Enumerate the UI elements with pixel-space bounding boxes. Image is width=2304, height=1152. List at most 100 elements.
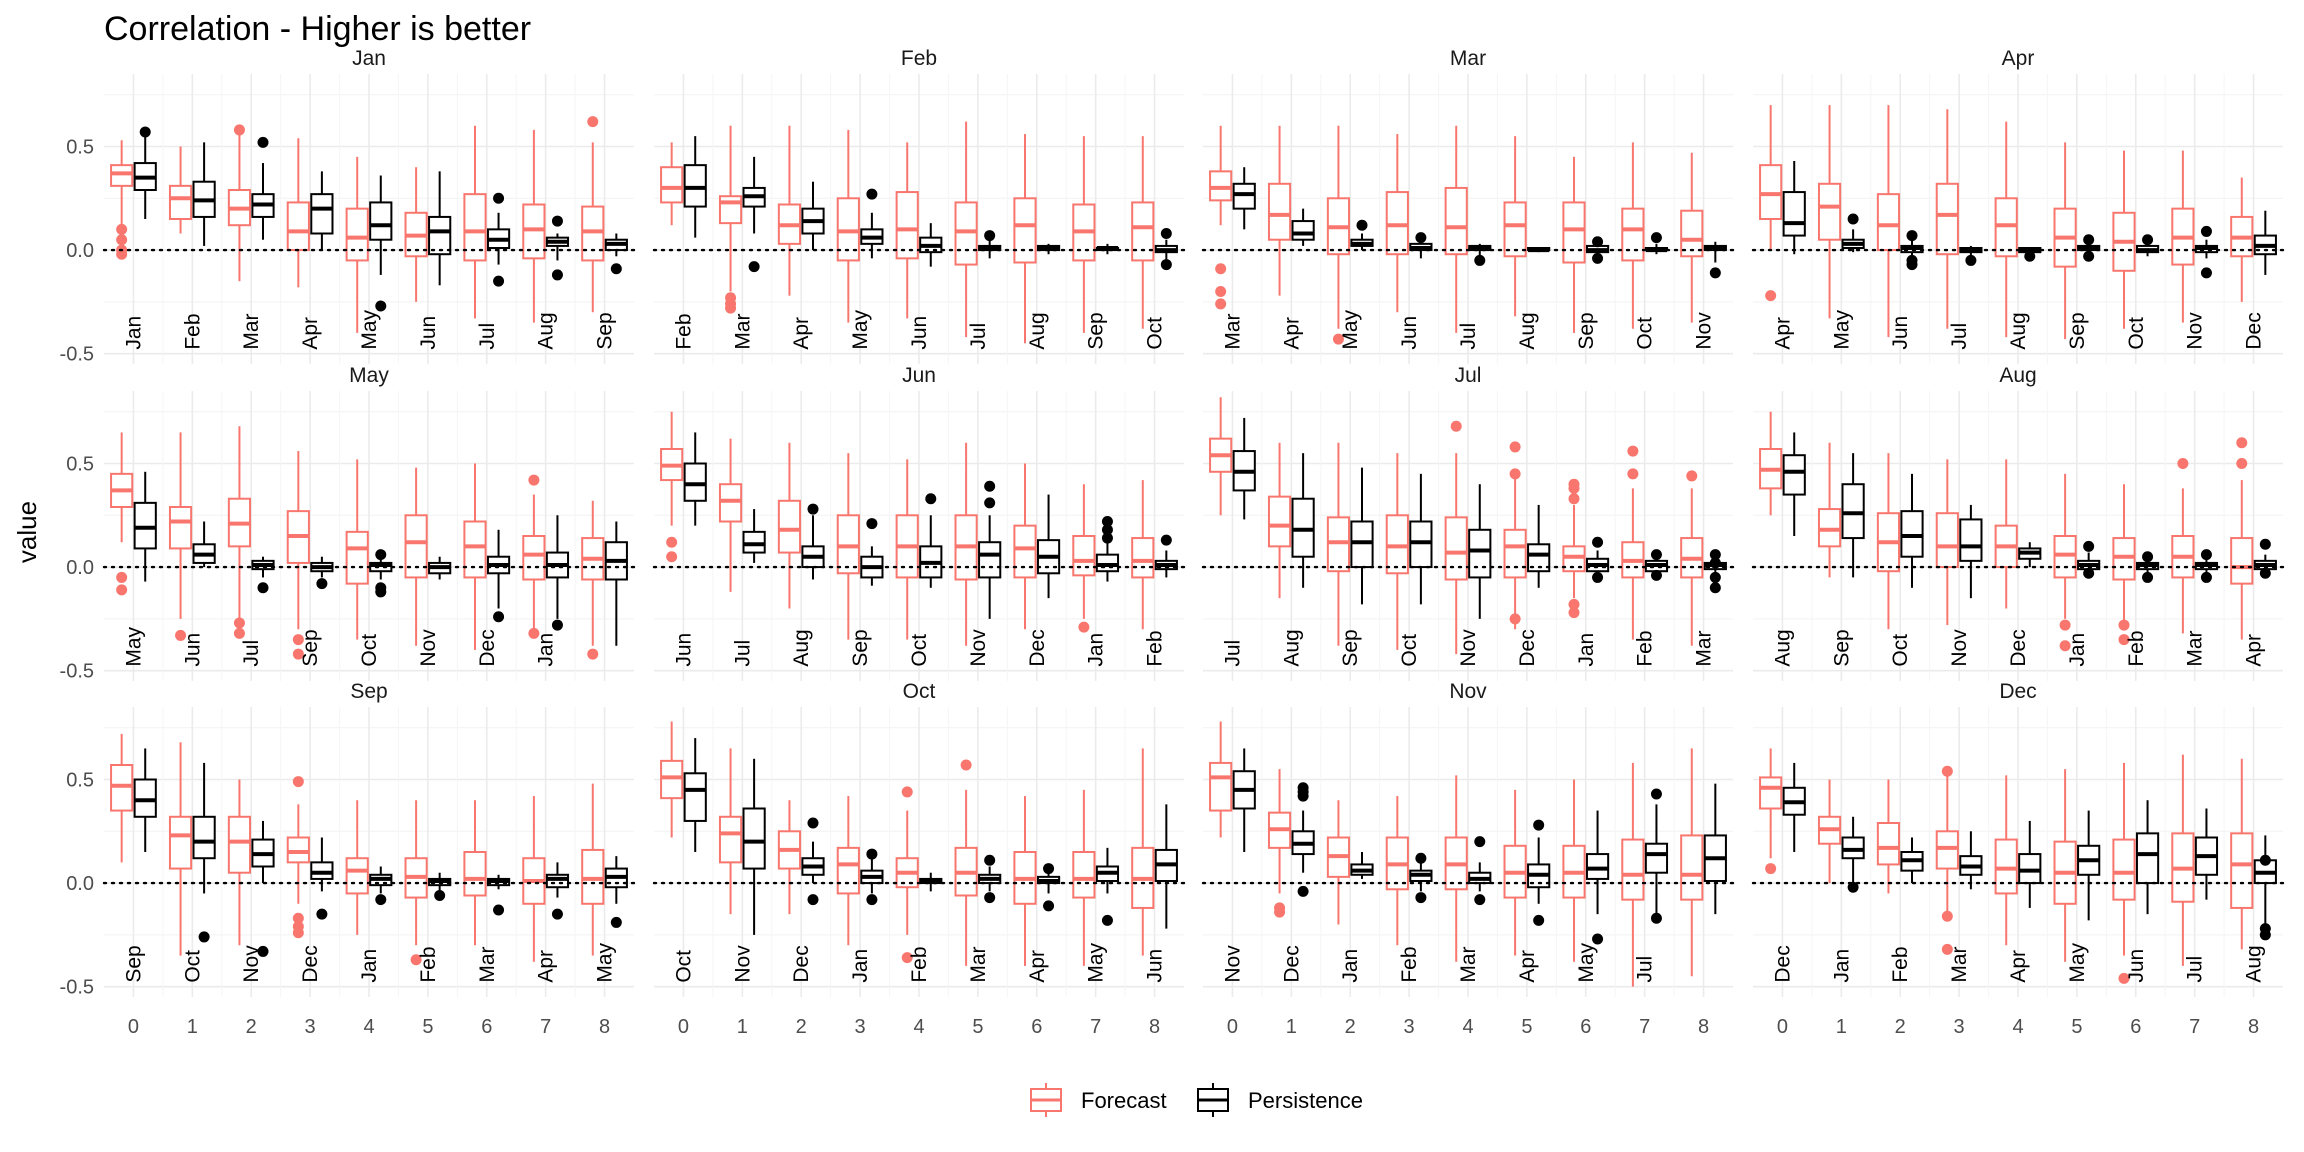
category-label: Oct — [1889, 634, 1912, 667]
persistence-box — [1154, 534, 1178, 578]
x-tick-label: 8 — [599, 1016, 610, 1038]
forecast-box — [404, 800, 428, 966]
forecast-box — [345, 459, 369, 640]
forecast-box — [836, 129, 860, 323]
outlier-point — [1709, 582, 1721, 594]
x-tick-label: 4 — [1462, 1016, 1473, 1038]
persistence-box — [1782, 161, 1806, 255]
forecast-box — [345, 800, 369, 935]
x-tick-label: 3 — [855, 1016, 866, 1038]
box-iqr — [1326, 516, 1351, 573]
panel-jun: Jun Jun Jul Aug Sep Oct Nov Dec Jan Feb — [652, 364, 1186, 681]
x-tick-label: 0 — [678, 1016, 689, 1038]
category-label: Dec — [1516, 629, 1539, 666]
box-iqr — [742, 807, 766, 870]
outlier-point — [1043, 900, 1055, 912]
forecast-box — [1267, 769, 1292, 918]
outlier-point — [2083, 250, 2095, 262]
outlier-point — [1765, 863, 1777, 875]
persistence-box — [742, 156, 766, 273]
outlier-point — [493, 192, 505, 204]
forecast-box — [2053, 769, 2077, 962]
persistence-box — [192, 762, 216, 943]
category-label: Jun — [2125, 949, 2148, 983]
outlier-point — [807, 503, 819, 515]
outlier-point — [1533, 819, 1545, 831]
outlier-point — [1709, 557, 1721, 569]
outlier-point — [1101, 524, 1113, 536]
x-tick-label: 1 — [737, 1016, 748, 1038]
box-iqr — [345, 857, 369, 895]
category-label: Aug — [790, 629, 813, 666]
category-label: Sep — [594, 312, 617, 349]
persistence-box — [1841, 213, 1865, 253]
outlier-point — [610, 263, 622, 275]
persistence-box — [1527, 504, 1551, 588]
box-iqr — [168, 506, 193, 550]
category-label: Apr — [2243, 634, 2266, 667]
persistence-box — [860, 518, 884, 586]
persistence-box — [2253, 210, 2277, 275]
outlier-point — [1592, 536, 1604, 548]
outlier-point — [1078, 621, 1090, 633]
forecast-box — [404, 467, 428, 646]
outlier-point — [116, 223, 128, 235]
forecast-box — [954, 121, 978, 338]
panel-dec: Dec 0 1 2 3 4 5 6 7 8 Dec Jan Feb Mar Apr May Jun Jul Aug — [1751, 680, 2285, 1038]
box-iqr — [1817, 182, 1842, 241]
box-iqr — [463, 193, 487, 262]
outlier-point — [984, 480, 996, 492]
forecast-box — [895, 142, 919, 319]
outlier-point — [1592, 571, 1604, 583]
outlier-point — [1941, 910, 1953, 922]
forecast-box — [286, 138, 310, 288]
x-tick-label: 3 — [1954, 1016, 1965, 1038]
box-iqr — [1585, 853, 1610, 880]
box-iqr — [1503, 201, 1527, 258]
category-label: Jan — [1339, 949, 1362, 983]
category-label: Jan — [1085, 633, 1108, 667]
x-tick-label: 5 — [972, 1016, 983, 1038]
outlier-point — [2142, 551, 2154, 563]
forecast-box — [1562, 156, 1586, 333]
category-label: May — [1339, 309, 1362, 349]
category-label: May — [122, 626, 145, 666]
box-iqr — [310, 193, 334, 235]
x-tick-label: 6 — [2130, 1016, 2141, 1038]
outlier-point — [316, 578, 328, 590]
persistence-box — [2077, 234, 2101, 262]
panel-title: Sep — [350, 680, 387, 703]
y-tick-label: -0.5 — [60, 661, 94, 683]
category-label: May — [2066, 942, 2089, 982]
forecast-box — [463, 463, 487, 650]
box-iqr — [2053, 535, 2077, 579]
category-label: Nov — [967, 629, 990, 667]
outlier-point — [866, 894, 878, 906]
persistence-box — [369, 866, 393, 906]
outlier-point — [551, 908, 563, 920]
box-iqr — [133, 501, 157, 550]
persistence-box — [919, 493, 943, 588]
persistence-box — [2077, 540, 2101, 579]
x-tick-label: 2 — [246, 1016, 257, 1038]
x-tick-label: 8 — [1149, 1016, 1160, 1038]
persistence-box — [133, 126, 157, 219]
category-label: Apr — [299, 317, 322, 350]
box-iqr — [978, 541, 1002, 579]
outlier-point — [2177, 458, 2189, 469]
x-tick-label: 3 — [305, 1016, 316, 1038]
category-label: Dec — [1771, 945, 1794, 982]
outlier-point — [1297, 790, 1309, 802]
outlier-point — [1941, 765, 1953, 777]
outlier-point — [1043, 863, 1055, 875]
category-label: Apr — [790, 317, 813, 350]
outlier-point — [2118, 634, 2130, 646]
outlier-point — [1709, 267, 1721, 279]
chart-title: Correlation - Higher is better — [104, 10, 531, 48]
forecast-box — [2053, 473, 2077, 652]
forecast-box — [777, 800, 802, 915]
category-label: Mar — [2184, 630, 2207, 666]
x-tick-label: 0 — [1227, 1016, 1238, 1038]
box-iqr — [168, 815, 193, 870]
box-iqr — [2018, 853, 2042, 885]
